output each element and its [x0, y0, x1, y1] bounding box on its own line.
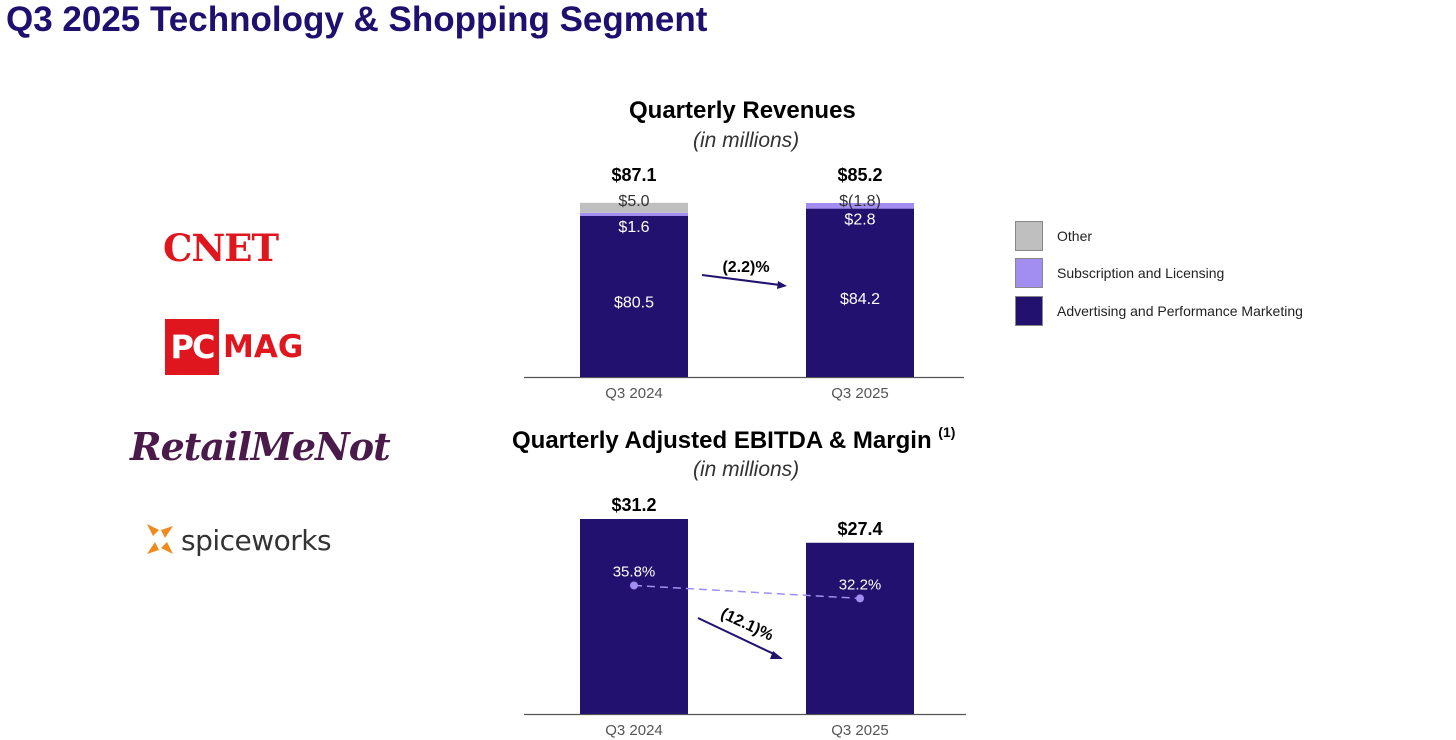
ebitda-footnote-marker: (1) [938, 424, 956, 440]
cnet-logo: CNET [163, 226, 279, 270]
legend-swatch-other [1015, 221, 1043, 251]
spiceworks-icon [147, 524, 173, 554]
ebitda-change-label: (12.1)% [718, 605, 776, 644]
revenue-label-subscription: $1.6 [618, 219, 649, 236]
revenue-label-subscription: $2.8 [844, 212, 875, 229]
ebitda-bar [806, 542, 914, 714]
ebitda-margin-label: 35.8% [613, 563, 656, 580]
revenue-change-arrow [701, 274, 781, 286]
revenue-bar-subscription [806, 203, 914, 209]
revenue-bar-subscription [580, 212, 688, 216]
revenue-label-other: $(1.8) [839, 193, 881, 210]
ebitda-margin-point [856, 594, 864, 603]
ebitda-margin-line [633, 584, 861, 600]
legend-swatch-advertising [1015, 296, 1043, 326]
ebitda-category-label: Q3 2024 [605, 722, 663, 739]
legend-item-advertising: Advertising and Performance Marketing [1015, 296, 1303, 326]
revenue-total-label: $87.1 [611, 165, 656, 185]
revenue-bar-advertising [806, 208, 914, 377]
ebitda-value-label: $27.4 [837, 519, 882, 539]
pcmag-logo-box: PC [165, 319, 219, 375]
revenue-label-advertising: $84.2 [840, 291, 880, 308]
ebitda-value-label: $31.2 [611, 495, 656, 515]
ebitda-change-arrowhead [770, 651, 783, 659]
legend-swatch-subscription [1015, 258, 1043, 288]
pcmag-logo-text: MAG [223, 329, 304, 365]
ebitda-margin-point [630, 581, 638, 590]
spiceworks-logo: spiceworks [143, 520, 332, 560]
ebitda-category-label: Q3 2025 [831, 722, 889, 739]
legend-item-other: Other [1015, 221, 1092, 251]
revenue-chart-title: Quarterly Revenues [629, 97, 856, 124]
legend-item-subscription: Subscription and Licensing [1015, 258, 1224, 288]
revenue-change-arrowhead [777, 281, 787, 289]
revenue-change-label: (2.2)% [722, 259, 769, 276]
ebitda-change-arrow [697, 617, 777, 656]
legend-label-advertising: Advertising and Performance Marketing [1057, 303, 1303, 319]
revenue-label-other: $5.0 [618, 193, 649, 210]
legend-label-other: Other [1057, 228, 1093, 244]
ebitda-chart-title-text: Quarterly Adjusted EBITDA & Margin [512, 427, 932, 454]
revenue-category-label: Q3 2025 [831, 385, 889, 402]
revenue-bar-advertising [580, 216, 688, 377]
page-title: Q3 2025 Technology & Shopping Segment [6, 0, 708, 39]
revenue-label-advertising: $80.5 [614, 294, 654, 311]
revenue-chart-subtitle: (in millions) [693, 129, 800, 152]
ebitda-bar [580, 519, 688, 714]
ebitda-margin-label: 32.2% [839, 576, 882, 593]
revenue-total-label: $85.2 [837, 165, 882, 185]
retailmenot-logo: RetailMeNot [130, 424, 391, 469]
revenue-bar-other [580, 202, 688, 213]
legend-label-subscription: Subscription and Licensing [1057, 265, 1225, 281]
ebitda-chart-subtitle: (in millions) [693, 458, 800, 481]
ebitda-chart-title: Quarterly Adjusted EBITDA & Margin (1) [512, 424, 956, 455]
revenue-category-label: Q3 2024 [605, 385, 663, 402]
pcmag-logo: PC MAG [165, 319, 303, 375]
spiceworks-logo-text: spiceworks [181, 523, 332, 557]
